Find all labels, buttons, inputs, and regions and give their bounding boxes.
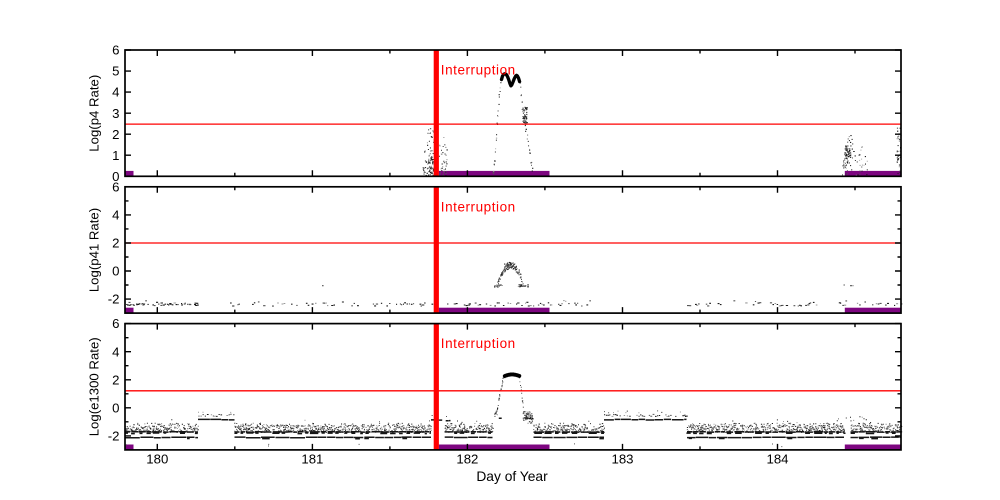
svg-text:4: 4 xyxy=(112,208,119,223)
svg-text:5: 5 xyxy=(112,64,119,79)
svg-text:0: 0 xyxy=(112,169,119,184)
svg-text:184: 184 xyxy=(766,452,788,467)
svg-text:Day of Year: Day of Year xyxy=(476,469,548,484)
svg-text:6: 6 xyxy=(112,316,119,331)
svg-text:Interruption: Interruption xyxy=(441,63,516,78)
svg-text:4: 4 xyxy=(112,85,119,100)
svg-text:182: 182 xyxy=(456,452,478,467)
svg-text:1: 1 xyxy=(112,148,119,163)
svg-text:2: 2 xyxy=(112,127,119,142)
svg-text:-2: -2 xyxy=(108,292,120,307)
svg-text:2: 2 xyxy=(112,236,119,251)
svg-text:0: 0 xyxy=(112,264,119,279)
svg-text:183: 183 xyxy=(611,452,633,467)
svg-text:Interruption: Interruption xyxy=(441,199,516,214)
svg-text:Log(e1300 Rate): Log(e1300 Rate) xyxy=(87,337,102,436)
svg-text:180: 180 xyxy=(146,452,168,467)
svg-text:6: 6 xyxy=(112,43,119,58)
svg-text:Log(p41 Rate): Log(p41 Rate) xyxy=(87,208,102,292)
svg-text:2: 2 xyxy=(112,372,119,387)
svg-text:6: 6 xyxy=(112,179,119,194)
svg-text:0: 0 xyxy=(112,400,119,415)
svg-text:181: 181 xyxy=(301,452,323,467)
svg-text:-2: -2 xyxy=(108,429,120,444)
svg-text:4: 4 xyxy=(112,344,119,359)
svg-text:Interruption: Interruption xyxy=(441,336,516,351)
svg-text:3: 3 xyxy=(112,106,119,121)
svg-text:Log(p4 Rate): Log(p4 Rate) xyxy=(87,75,102,152)
